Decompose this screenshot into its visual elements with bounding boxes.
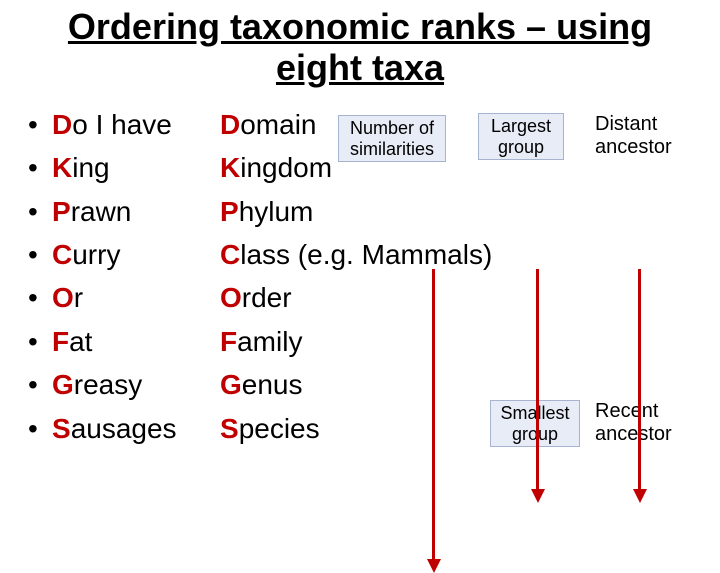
taxa-item: Species xyxy=(220,407,492,450)
taxa-rest: ingdom xyxy=(240,152,332,183)
mnemonic-rest: ing xyxy=(72,152,109,183)
taxa-item: Phylum xyxy=(220,190,492,233)
mnemonic-first: O xyxy=(52,282,74,313)
taxa-first: D xyxy=(220,109,240,140)
taxa-rest: lass (e.g. Mammals) xyxy=(240,239,492,270)
mnemonic-first: F xyxy=(52,326,69,357)
list-item: Fat xyxy=(28,320,177,363)
label-line: Distant xyxy=(595,113,657,135)
label-line: ancestor xyxy=(595,136,672,158)
mnemonic-list: Do I have King Prawn Curry Or Fat Greasy… xyxy=(28,103,177,450)
taxa-rest: amily xyxy=(237,326,302,357)
mnemonic-first: C xyxy=(52,239,72,270)
mnemonic-rest: reasy xyxy=(74,369,142,400)
list-item: Prawn xyxy=(28,190,177,233)
mnemonic-first: K xyxy=(52,152,72,183)
label-line: group xyxy=(512,424,558,444)
taxa-rest: omain xyxy=(240,109,316,140)
taxa-item: Order xyxy=(220,276,492,319)
label-line: Smallest xyxy=(500,403,569,423)
mnemonic-first: G xyxy=(52,369,74,400)
distant-ancestor-label: Distant ancestor xyxy=(595,113,672,159)
taxa-first: G xyxy=(220,369,242,400)
taxa-item: Class (e.g. Mammals) xyxy=(220,233,492,276)
list-item: Sausages xyxy=(28,407,177,450)
mnemonic-rest: rawn xyxy=(71,196,132,227)
recent-ancestor-label: Recent ancestor xyxy=(595,400,672,446)
mnemonic-first: P xyxy=(52,196,71,227)
mnemonic-rest: urry xyxy=(72,239,120,270)
taxa-rest: rder xyxy=(242,282,292,313)
label-line: Largest xyxy=(491,116,551,136)
taxa-first: F xyxy=(220,326,237,357)
label-line: Number of xyxy=(350,118,434,138)
mnemonic-rest: r xyxy=(74,282,83,313)
mnemonic-rest: ausages xyxy=(71,413,177,444)
taxa-rest: hylum xyxy=(239,196,314,227)
taxa-rest: pecies xyxy=(239,413,320,444)
mnemonic-rest: o I have xyxy=(72,109,172,140)
label-line: similarities xyxy=(350,139,434,159)
taxa-rest: enus xyxy=(242,369,303,400)
page-title: Ordering taxonomic ranks – using eight t… xyxy=(0,0,720,89)
taxa-first: C xyxy=(220,239,240,270)
mnemonic-first: D xyxy=(52,109,72,140)
list-item: Curry xyxy=(28,233,177,276)
mnemonic-rest: at xyxy=(69,326,92,357)
taxa-item: Genus xyxy=(220,363,492,406)
similarities-label: Number of similarities xyxy=(338,115,446,162)
list-item: Greasy xyxy=(28,363,177,406)
list-item: King xyxy=(28,146,177,189)
label-line: group xyxy=(498,137,544,157)
label-line: Recent xyxy=(595,400,658,422)
list-item: Or xyxy=(28,276,177,319)
taxa-first: P xyxy=(220,196,239,227)
taxa-first: K xyxy=(220,152,240,183)
taxa-item: Family xyxy=(220,320,492,363)
list-item: Do I have xyxy=(28,103,177,146)
largest-group-label: Largest group xyxy=(478,113,564,160)
taxa-first: O xyxy=(220,282,242,313)
content-area: Do I have King Prawn Curry Or Fat Greasy… xyxy=(0,89,720,103)
label-line: ancestor xyxy=(595,423,672,445)
mnemonic-first: S xyxy=(52,413,71,444)
taxa-first: S xyxy=(220,413,239,444)
smallest-group-label: Smallest group xyxy=(490,400,580,447)
